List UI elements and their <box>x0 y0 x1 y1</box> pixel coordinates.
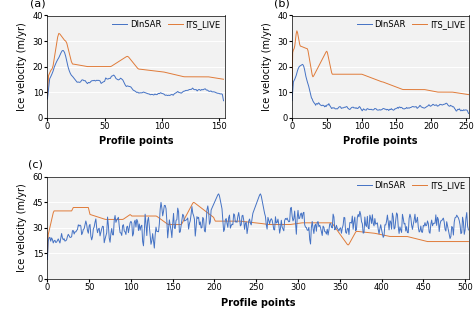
DInSAR <box>45 97 50 101</box>
ITS_LIVE <box>45 256 50 259</box>
ITS_LIVE <box>56 32 62 35</box>
ITS_LIVE <box>190 201 196 205</box>
DInSAR <box>205 88 210 92</box>
DInSAR <box>221 99 227 103</box>
Line: DInSAR: DInSAR <box>47 194 468 259</box>
DInSAR <box>404 105 410 109</box>
DInSAR <box>432 104 438 107</box>
DInSAR <box>165 236 171 240</box>
ITS_LIVE <box>407 235 413 239</box>
DInSAR <box>109 227 115 230</box>
ITS_LIVE <box>294 29 300 33</box>
ITS_LIVE <box>221 78 227 81</box>
ITS_LIVE <box>45 95 50 99</box>
ITS_LIVE <box>289 84 295 88</box>
DInSAR <box>193 88 199 91</box>
ITS_LIVE <box>191 201 196 204</box>
Legend: DInSAR, ITS_LIVE: DInSAR, ITS_LIVE <box>357 181 465 190</box>
DInSAR <box>202 87 208 91</box>
ITS_LIVE <box>109 218 115 221</box>
ITS_LIVE <box>465 240 471 243</box>
Text: (b): (b) <box>274 0 290 8</box>
ITS_LIVE <box>466 93 472 96</box>
Line: DInSAR: DInSAR <box>47 51 224 101</box>
ITS_LIVE <box>202 75 208 79</box>
DInSAR <box>300 63 305 66</box>
DInSAR <box>466 112 472 115</box>
ITS_LIVE <box>173 223 179 226</box>
Text: (a): (a) <box>30 0 46 8</box>
ITS_LIVE <box>165 222 171 226</box>
ITS_LIVE <box>403 88 409 91</box>
DInSAR <box>45 258 50 261</box>
DInSAR <box>216 192 221 196</box>
DInSAR <box>130 88 136 92</box>
ITS_LIVE <box>301 45 306 49</box>
DInSAR <box>173 219 179 222</box>
ITS_LIVE <box>130 61 136 64</box>
DInSAR <box>394 106 400 110</box>
DInSAR <box>348 106 354 110</box>
Line: ITS_LIVE: ITS_LIVE <box>47 202 468 258</box>
ITS_LIVE <box>155 215 161 219</box>
X-axis label: Profile points: Profile points <box>343 136 418 146</box>
DInSAR <box>216 91 222 95</box>
X-axis label: Profile points: Profile points <box>99 136 173 146</box>
ITS_LIVE <box>168 72 174 76</box>
DInSAR <box>155 230 161 233</box>
DInSAR <box>289 99 295 103</box>
DInSAR <box>465 228 471 232</box>
ITS_LIVE <box>193 75 199 79</box>
DInSAR <box>190 211 196 215</box>
Legend: DInSAR, ITS_LIVE: DInSAR, ITS_LIVE <box>112 20 220 29</box>
ITS_LIVE <box>348 72 354 76</box>
ITS_LIVE <box>404 88 410 91</box>
Line: DInSAR: DInSAR <box>292 64 469 113</box>
DInSAR <box>59 49 65 52</box>
X-axis label: Profile points: Profile points <box>221 298 296 308</box>
ITS_LIVE <box>432 90 438 93</box>
Y-axis label: Ice velocity (m/yr): Ice velocity (m/yr) <box>262 22 272 111</box>
ITS_LIVE <box>205 75 210 79</box>
DInSAR <box>403 107 409 110</box>
Line: ITS_LIVE: ITS_LIVE <box>292 31 469 95</box>
Y-axis label: Ice velocity (m/yr): Ice velocity (m/yr) <box>17 184 27 272</box>
ITS_LIVE <box>394 86 400 89</box>
ITS_LIVE <box>216 77 222 80</box>
DInSAR <box>301 63 306 67</box>
DInSAR <box>407 212 413 216</box>
DInSAR <box>168 93 174 97</box>
Legend: DInSAR, ITS_LIVE: DInSAR, ITS_LIVE <box>357 20 465 29</box>
Line: ITS_LIVE: ITS_LIVE <box>47 33 224 97</box>
Text: (c): (c) <box>28 160 43 170</box>
Y-axis label: Ice velocity (m/yr): Ice velocity (m/yr) <box>17 22 27 111</box>
